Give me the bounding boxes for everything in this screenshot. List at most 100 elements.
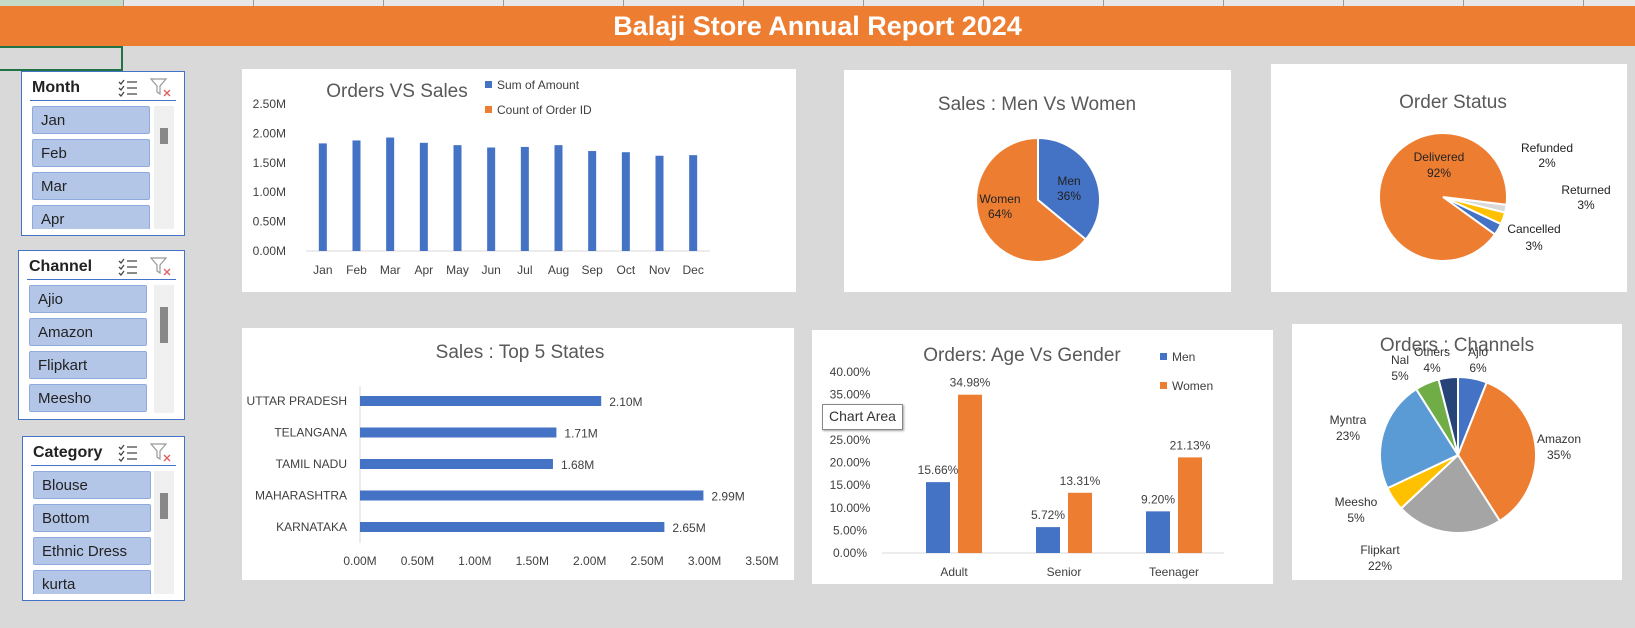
slicer-item-blouse[interactable]: Blouse — [33, 471, 151, 499]
top-5-states-chart[interactable]: Sales : Top 5 States 0.00M 0.50M 1.00M 1.50M… — [242, 328, 794, 580]
chart-area-tooltip: Chart Area — [822, 404, 903, 430]
x-tick-label: 0.00M — [343, 554, 376, 568]
bar-jun — [487, 147, 496, 251]
pie-slice-0 — [1037, 136, 1101, 241]
data-label: 5.72% — [1031, 508, 1065, 522]
category-label: KARNATAKA — [276, 520, 347, 534]
multi-select-icon[interactable] — [118, 79, 138, 97]
slicer-item-jan[interactable]: Jan — [32, 106, 150, 134]
x-tick-label: Dec — [682, 263, 703, 277]
y-tick-label: 35.00% — [830, 388, 871, 402]
y-tick-label: 1.00M — [253, 185, 286, 199]
multi-select-icon[interactable] — [118, 444, 138, 462]
top-5-states-svg: Sales : Top 5 States 0.00M 0.50M 1.00M 1.50M… — [247, 342, 779, 568]
slicer-item-amazon[interactable]: Amazon — [29, 318, 147, 346]
slicer-item-feb[interactable]: Feb — [32, 139, 150, 167]
order-status-chart[interactable]: Order Status Delivered 92% Refunded 2% Return… — [1271, 64, 1627, 292]
pie-slice-1 — [1456, 381, 1537, 523]
slice-label: Refunded — [1521, 141, 1573, 155]
y-tick-label: 1.50M — [253, 156, 286, 170]
slicer-scrollbar[interactable] — [154, 106, 174, 229]
column-divider — [623, 0, 624, 6]
bar-tamil-nadu — [360, 459, 553, 469]
slice-label: Myntra — [1330, 413, 1367, 427]
bar-aug — [554, 145, 563, 251]
x-tick-label: Nov — [649, 263, 670, 277]
slice-value: 36% — [1057, 189, 1081, 203]
x-tick-label: Teenager — [1149, 565, 1199, 579]
x-tick-label: 0.50M — [401, 554, 434, 568]
bar-women-senior — [1068, 492, 1092, 553]
bar-jan — [318, 143, 327, 251]
legend-label: Women — [1172, 379, 1213, 393]
x-tick-label: Adult — [940, 565, 968, 579]
slicer-scrollbar[interactable] — [154, 285, 174, 413]
y-tick-label: 15.00% — [830, 478, 871, 492]
bar-women-teenager — [1178, 457, 1202, 553]
x-tick-label: 3.50M — [745, 554, 778, 568]
x-tick-label: May — [446, 263, 469, 277]
category-label: TELANGANA — [274, 426, 347, 440]
category-label: TAMIL NADU — [276, 457, 347, 471]
category-slicer[interactable]: Category Blouse Bottom Ethnic Dress kurt… — [22, 436, 185, 601]
sales-men-vs-women-chart[interactable]: Sales : Men Vs Women Men 36% Women 64% — [844, 70, 1231, 292]
clear-filter-icon[interactable] — [150, 257, 172, 277]
slice-value: 22% — [1368, 559, 1392, 573]
bar-maharashtra — [360, 490, 704, 501]
y-tick-label: 10.00% — [830, 501, 871, 515]
slicer-item-flipkart[interactable]: Flipkart — [29, 351, 147, 379]
bar-men-teenager — [1146, 511, 1170, 553]
slice-value: 3% — [1577, 198, 1595, 212]
y-tick-label: 5.00% — [833, 523, 867, 537]
channel-slicer[interactable]: Channel Ajio Amazon Flipkart Meesho — [18, 250, 185, 420]
slicer-item-bottom[interactable]: Bottom — [33, 504, 151, 532]
column-divider — [743, 0, 744, 6]
scrollbar-thumb[interactable] — [160, 493, 168, 519]
slice-label: Men — [1057, 174, 1080, 188]
legend-swatch-men — [1160, 353, 1167, 360]
selected-cell[interactable] — [0, 46, 123, 71]
bar-feb — [352, 140, 361, 251]
orders-vs-sales-chart[interactable]: Orders VS Sales Sum of Amount Count of Ord… — [242, 69, 796, 292]
legend-swatch-women — [1160, 382, 1167, 389]
slicer-item-kurta[interactable]: kurta — [33, 570, 151, 594]
chart-title: Sales : Men Vs Women — [938, 94, 1136, 115]
bar-telangana — [360, 427, 557, 438]
age-vs-gender-chart[interactable]: Orders: Age Vs Gender Men Women 0.00% 5.00% 1… — [812, 330, 1273, 584]
legend-label: Men — [1172, 350, 1195, 364]
slice-value: 3% — [1525, 239, 1543, 253]
bar-men-senior — [1036, 527, 1060, 553]
slicer-item-ajio[interactable]: Ajio — [29, 285, 147, 313]
month-slicer[interactable]: Month Jan Feb Mar Apr — [21, 71, 185, 236]
x-tick-label: Apr — [414, 263, 433, 277]
multi-select-icon[interactable] — [118, 258, 138, 276]
scrollbar-thumb[interactable] — [160, 128, 168, 144]
orders-channels-chart[interactable]: Orders : Channels Ajio 6% Amazon 35% Flipkart… — [1292, 324, 1622, 580]
chart-title: Order Status — [1399, 92, 1507, 113]
slice-label: Meesho — [1335, 495, 1378, 509]
y-tick-label: 0.00M — [253, 244, 286, 258]
x-tick-label: 1.00M — [458, 554, 491, 568]
column-divider — [863, 0, 864, 6]
pie-slice-1 — [975, 136, 1088, 263]
pie-slice-4 — [1379, 387, 1460, 490]
slicer-item-mar[interactable]: Mar — [32, 172, 150, 200]
slice-label: Nal — [1391, 353, 1409, 367]
slicer-title: Category — [33, 444, 103, 461]
clear-filter-icon[interactable] — [150, 78, 172, 98]
column-divider — [503, 0, 504, 6]
bar-karnataka — [360, 522, 665, 532]
chart-title: Orders VS Sales — [326, 81, 468, 102]
slicer-scrollbar[interactable] — [154, 471, 174, 594]
column-divider — [1463, 0, 1464, 6]
data-label: 9.20% — [1141, 492, 1175, 506]
slice-label: Others — [1414, 345, 1450, 359]
slicer-item-apr[interactable]: Apr — [32, 205, 150, 229]
clear-filter-icon[interactable] — [150, 443, 172, 463]
slicer-item-ethnic-dress[interactable]: Ethnic Dress — [33, 537, 151, 565]
slice-value: 64% — [988, 207, 1012, 221]
scrollbar-thumb[interactable] — [160, 307, 168, 343]
slicer-item-meesho[interactable]: Meesho — [29, 384, 147, 412]
slice-label: Delivered — [1414, 150, 1465, 164]
